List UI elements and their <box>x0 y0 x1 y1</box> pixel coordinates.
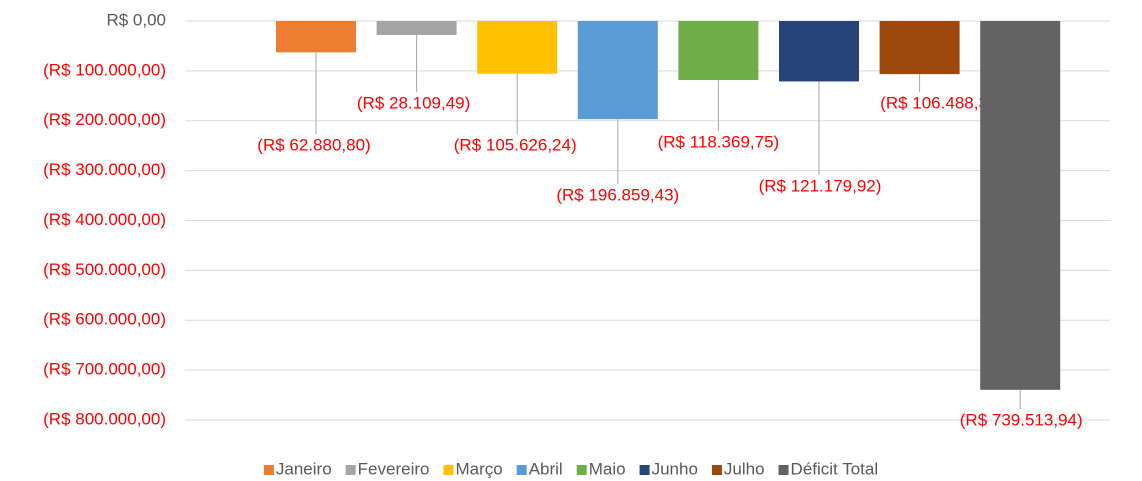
data-label: (R$ 62.880,80) <box>257 135 370 154</box>
y-tick-label: (R$ 600.000,00) <box>43 310 166 329</box>
bar <box>376 21 457 36</box>
legend-swatch <box>443 465 454 475</box>
data-label: (R$ 121.179,92) <box>759 176 882 195</box>
bar <box>678 21 759 81</box>
y-tick-label: (R$ 500.000,00) <box>43 260 166 279</box>
bar <box>779 21 859 82</box>
legend-label: Fevereiro <box>358 459 430 478</box>
legend-swatch <box>778 465 789 475</box>
y-tick-label: (R$ 700.000,00) <box>43 360 166 379</box>
data-label: (R$ 739.513,94) <box>960 410 1083 429</box>
legend-swatch <box>263 465 274 475</box>
bar <box>276 21 356 53</box>
legend-swatch <box>711 465 722 475</box>
y-tick-label: (R$ 800.000,00) <box>43 409 166 428</box>
legend-label: Déficit Total <box>791 459 879 478</box>
bar <box>980 21 1061 390</box>
data-label: (R$ 196.859,43) <box>556 185 679 204</box>
y-tick-label: (R$ 200.000,00) <box>43 110 166 129</box>
bar <box>477 21 558 74</box>
data-label: (R$ 118.369,75) <box>658 132 780 151</box>
y-tick-label: (R$ 300.000,00) <box>43 160 166 179</box>
legend-swatch <box>576 465 587 475</box>
data-label: (R$ 28.109,49) <box>357 93 470 112</box>
y-tick-label: (R$ 400.000,00) <box>43 210 166 229</box>
y-tick-label: (R$ 100.000,00) <box>43 60 166 79</box>
legend-label: Janeiro <box>276 459 332 478</box>
legend-label: Junho <box>652 459 698 478</box>
data-label: (R$ 105.626,24) <box>454 135 577 154</box>
legend-label: Julho <box>724 459 765 478</box>
legend-swatch <box>345 465 356 475</box>
bar <box>879 21 960 75</box>
y-tick-label: R$ 0,00 <box>106 10 166 29</box>
bar <box>577 21 658 120</box>
legend-swatch <box>639 465 650 475</box>
legend-label: Maio <box>589 459 626 478</box>
data-label: (R$ 106.488,30) <box>880 93 1003 112</box>
legend-label: Abril <box>529 459 563 478</box>
legend-label: Março <box>455 459 502 478</box>
legend-swatch <box>516 465 527 475</box>
